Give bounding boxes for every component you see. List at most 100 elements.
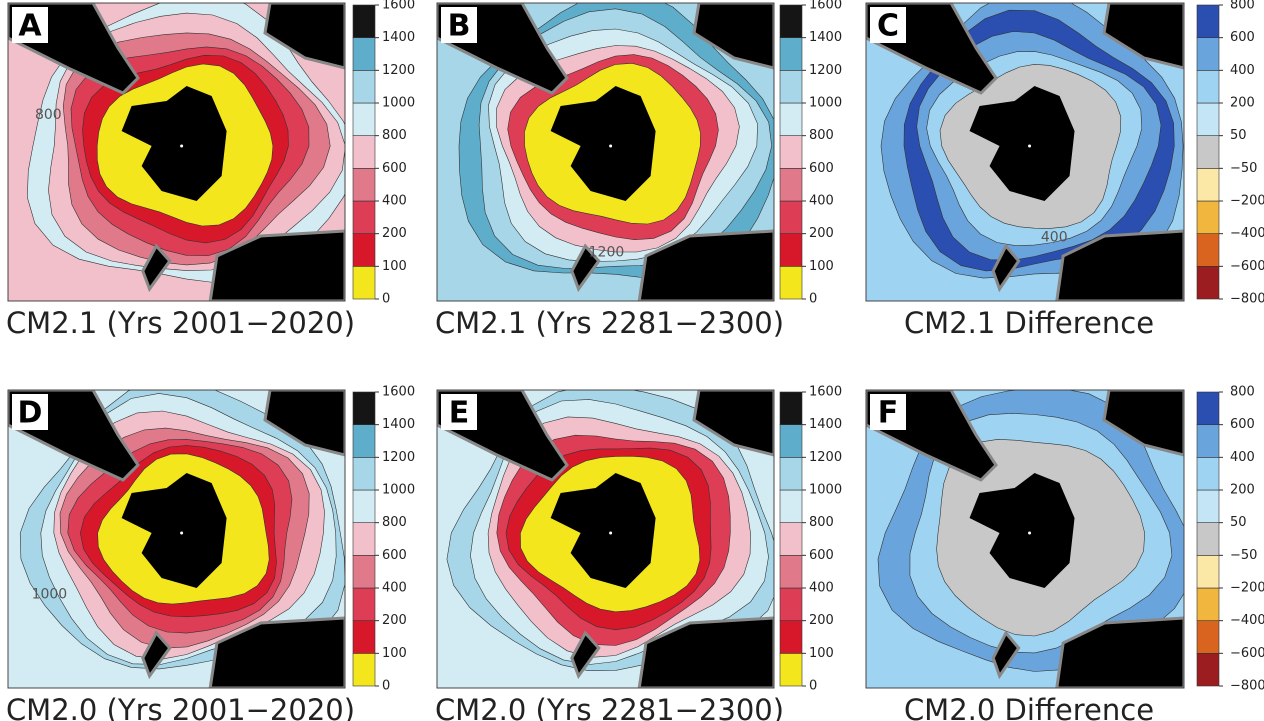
contour-label: 400 [1041, 229, 1068, 245]
colorbar-tick-label: 600 [382, 161, 407, 176]
colorbar-tick-label: 0 [382, 679, 390, 694]
colorbar-tick-label: 1200 [809, 450, 842, 465]
colorbar-segment [1197, 588, 1219, 621]
colorbar-segment [353, 168, 375, 201]
colorbar-tick-label: 800 [382, 515, 407, 530]
colorbar-tick-label: 800 [1230, 385, 1255, 400]
colorbar-tick-label: 1200 [382, 450, 415, 465]
colorbar-segment [780, 555, 802, 588]
colorbar-tick-label: 0 [809, 292, 817, 307]
colorbar-segment [353, 588, 375, 621]
colorbar-tick-label: −200 [1230, 194, 1264, 209]
colorbar-segment [353, 523, 375, 556]
colorbar-tick-label: −800 [1230, 679, 1264, 694]
colorbar-tick-label: 1600 [809, 385, 842, 400]
colorbar-tick-label: 1000 [382, 483, 415, 498]
colorbar-segment [353, 392, 375, 425]
colorbar-segment [1197, 457, 1219, 490]
colorbar-segment [353, 266, 375, 299]
colorbar-tick-label: 1400 [809, 417, 842, 432]
colorbar-tick-label: 400 [809, 581, 834, 596]
colorbar-tick-label: 50 [1230, 515, 1247, 530]
colorbar-tick-label: −50 [1230, 548, 1257, 563]
colorbar-tick-label: −50 [1230, 161, 1257, 176]
panel-caption: CM2.1 (Yrs 2281−2300) [435, 306, 784, 340]
colorbar-segment [353, 653, 375, 686]
pole [1028, 532, 1031, 535]
colorbar-tick-label: 200 [382, 613, 407, 628]
colorbar-tick-label: −400 [1230, 226, 1264, 241]
colorbar-tick-label: 600 [382, 548, 407, 563]
colorbar-tick-label: 200 [1230, 96, 1255, 111]
panel-letter: E [449, 396, 470, 431]
colorbar-segment [1197, 136, 1219, 169]
colorbar-tick-label: 800 [1230, 0, 1255, 13]
colorbar-tick-label: 1600 [382, 385, 415, 400]
colorbar-tick-label: 1200 [809, 63, 842, 78]
colorbar-segment [353, 70, 375, 103]
colorbar-tick-label: 1000 [809, 483, 842, 498]
colorbar-tick-label: 1600 [809, 0, 842, 13]
colorbar-segment [1197, 555, 1219, 588]
figure: A800CM2.1 (Yrs 2001−2020)010020040060080… [0, 0, 1264, 721]
colorbar-segment [1197, 38, 1219, 71]
colorbar-tick-label: 200 [809, 226, 834, 241]
colorbar-tick-label: −600 [1230, 646, 1264, 661]
colorbar-segment [780, 234, 802, 267]
colorbar-tick-label: 1200 [382, 63, 415, 78]
colorbar-tick-label: 100 [809, 646, 834, 661]
colorbar-segment [780, 653, 802, 686]
pole [609, 145, 612, 148]
colorbar-segment [1197, 70, 1219, 103]
colorbar-tick-label: 100 [809, 259, 834, 274]
map [8, 0, 353, 301]
colorbar-segment [353, 103, 375, 136]
colorbar-segment [780, 103, 802, 136]
colorbar-tick-label: 600 [1230, 30, 1255, 45]
colorbar-tick-label: 1000 [382, 96, 415, 111]
colorbar-segment [780, 266, 802, 299]
colorbar-tick-label: −800 [1230, 292, 1264, 307]
colorbar-tick-label: 800 [809, 128, 834, 143]
pole [1028, 145, 1031, 148]
colorbar-tick-label: −600 [1230, 259, 1264, 274]
colorbar-segment [780, 5, 802, 38]
map-panel: ECM2.0 (Yrs 2281−2300)010020040060080010… [435, 385, 842, 721]
colorbar-segment [1197, 653, 1219, 686]
colorbar-tick-label: 100 [382, 259, 407, 274]
panel-caption: CM2.1 (Yrs 2001−2020) [6, 306, 355, 340]
colorbar-tick-label: 200 [382, 226, 407, 241]
panel-letter: C [877, 9, 899, 44]
colorbar-segment [353, 136, 375, 169]
map [437, 386, 779, 688]
colorbar-tick-label: 600 [809, 161, 834, 176]
colorbar-segment [780, 38, 802, 71]
colorbar-tick-label: −400 [1230, 613, 1264, 628]
colorbar-segment [353, 234, 375, 267]
colorbar-segment [353, 490, 375, 523]
colorbar-segment [1197, 392, 1219, 425]
colorbar-segment [780, 201, 802, 234]
colorbar-tick-label: 400 [382, 581, 407, 596]
colorbar-tick-label: 200 [1230, 483, 1255, 498]
colorbar-segment [780, 70, 802, 103]
colorbar-tick-label: 400 [1230, 63, 1255, 78]
colorbar-tick-label: 400 [382, 194, 407, 209]
pole [180, 145, 183, 148]
panel-caption: CM2.0 (Yrs 2281−2300) [435, 693, 784, 721]
panel-letter: D [18, 396, 43, 431]
colorbar-segment [780, 523, 802, 556]
colorbar-tick-label: 400 [809, 194, 834, 209]
colorbar-tick-label: 1400 [382, 30, 415, 45]
contour-label: 800 [35, 107, 62, 123]
colorbar-segment [1197, 425, 1219, 458]
colorbar-segment [353, 5, 375, 38]
colorbar-segment [780, 136, 802, 169]
map-panel: FCM2.0 Difference−800−600−400−200−505020… [866, 385, 1264, 721]
colorbar-tick-label: 100 [382, 646, 407, 661]
colorbar-segment [1197, 523, 1219, 556]
colorbar-segment [780, 588, 802, 621]
colorbar-segment [353, 201, 375, 234]
